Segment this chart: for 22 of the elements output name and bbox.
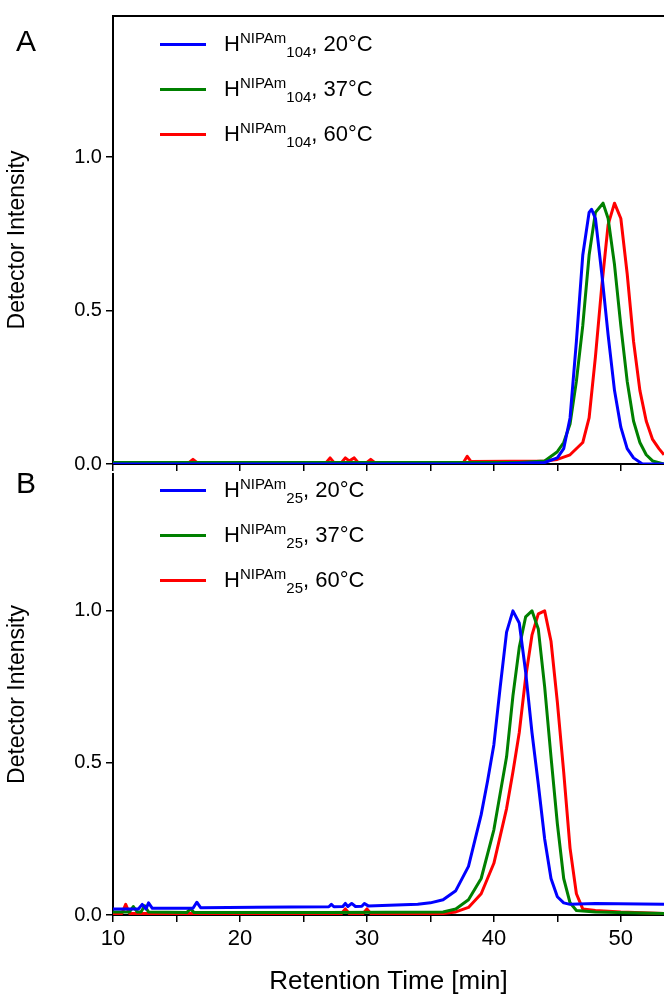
- y-tick-label: 1.0: [74, 598, 102, 621]
- y-tick-label: 1.0: [74, 144, 102, 167]
- x-tick-label: 30: [354, 925, 380, 951]
- y-tick-label: 0.0: [74, 451, 102, 474]
- x-axis-title: Retention Time [min]: [269, 964, 508, 995]
- y-axis-title: Detector Intensity: [3, 604, 30, 784]
- x-tick-label: 20: [227, 925, 253, 951]
- legend-label: H$^{NIPAm}$$_{104}$, 60°C: [224, 119, 373, 150]
- x-tick-label: 50: [608, 925, 634, 951]
- legend-label: H$^{NIPAm}$$_{25}$, 60°C: [224, 565, 365, 596]
- x-tick-label: 10: [100, 925, 126, 951]
- text: A: [16, 24, 37, 58]
- y-tick-label: 0.0: [74, 902, 102, 925]
- text: B: [16, 466, 37, 500]
- y-tick-label: 0.5: [74, 298, 102, 321]
- legend-label: H$^{NIPAm}$$_{104}$, 20°C: [224, 29, 373, 60]
- y-axis-title: Detector Intensity: [3, 150, 30, 330]
- legend-label: H$^{NIPAm}$$_{104}$, 37°C: [224, 74, 373, 105]
- y-tick-label: 0.5: [74, 750, 102, 773]
- legend-label: H$^{NIPAm}$$_{25}$, 20°C: [224, 475, 365, 506]
- x-tick-label: 40: [481, 925, 507, 951]
- legend-label: H$^{NIPAm}$$_{25}$, 37°C: [224, 520, 365, 551]
